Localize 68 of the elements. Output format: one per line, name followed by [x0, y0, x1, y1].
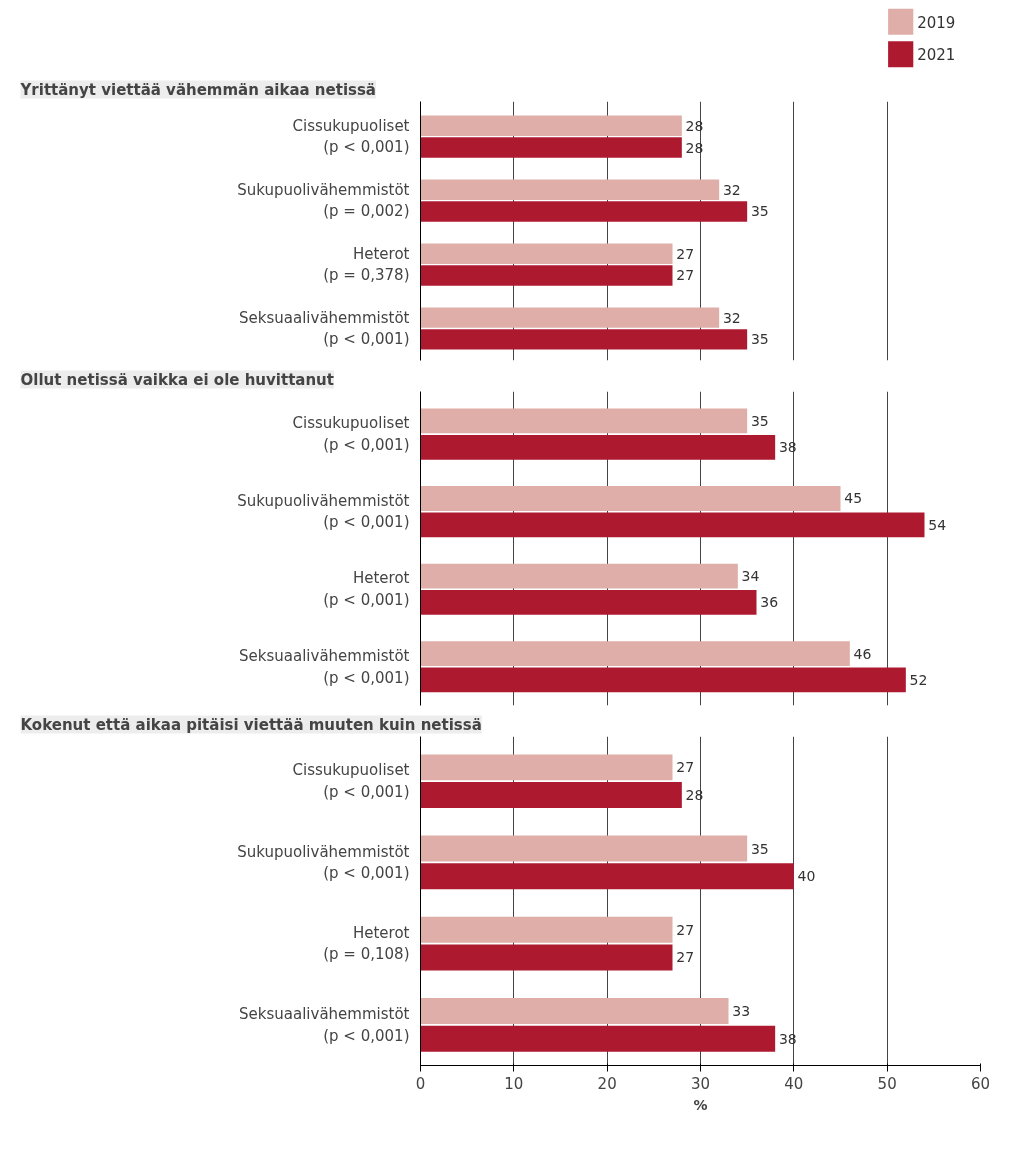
data-label: 52 [909, 671, 928, 688]
bar [420, 667, 906, 693]
bar [420, 115, 682, 137]
data-label: 35 [750, 203, 769, 220]
y-tick-label: Sukupuolivähemmistöt (p < 0,001) [237, 842, 410, 883]
bar [420, 754, 673, 781]
bar [420, 434, 776, 460]
data-label: 35 [750, 412, 769, 429]
data-label: 32 [722, 309, 741, 326]
bar [420, 641, 850, 666]
legend-label: 2019 [917, 13, 956, 32]
text: Ollut netissä vaikka ei ole huvittanut [20, 370, 334, 389]
y-tick-label: Seksuaalivähemmistöt (p < 0,001) [239, 308, 410, 349]
data-label: 34 [741, 568, 760, 585]
data-label: 35 [750, 331, 769, 348]
data-label: 27 [676, 949, 695, 966]
x-tick-label: 50 [877, 1074, 897, 1093]
data-label: 36 [760, 594, 779, 611]
bar [420, 835, 748, 862]
data-label: 35 [750, 840, 769, 857]
data-label: 33 [732, 1003, 751, 1020]
bar [420, 782, 682, 808]
bar [420, 179, 720, 200]
bar [420, 512, 925, 538]
y-tick-label: Seksuaalivähemmistöt (p < 0,001) [239, 1005, 410, 1045]
x-tick-label: 40 [784, 1074, 804, 1093]
bar [420, 863, 794, 890]
bar [420, 307, 720, 328]
bar [420, 916, 673, 943]
bar [420, 998, 729, 1025]
bar [420, 563, 738, 589]
y-tick-label: Cissukupuoliset (p < 0,001) [292, 116, 410, 157]
bar [420, 329, 748, 350]
y-tick-label: Sukupuolivähemmistöt (p < 0,001) [237, 491, 410, 532]
data-label: 27 [676, 245, 695, 262]
y-tick-label: Seksuaalivähemmistöt (p < 0,001) [239, 646, 410, 687]
y-tick-label: Heterot (p = 0,378) [323, 244, 410, 285]
bar [420, 265, 673, 286]
x-tick-label: 20 [597, 1074, 617, 1093]
bar [420, 201, 748, 222]
data-label: 46 [853, 645, 872, 662]
bar [420, 243, 673, 264]
x-tick-label: 0 [415, 1074, 426, 1093]
bar [420, 137, 682, 158]
data-label: 32 [722, 181, 741, 198]
text: Kokenut että aikaa pitäisi viettää muuten kuin netissä [20, 715, 482, 734]
bar [420, 1025, 776, 1052]
data-label: 40 [797, 868, 816, 885]
y-tick-label: Cissukupuoliset (p < 0,001) [292, 761, 410, 801]
y-tick-label: Cissukupuoliset (p < 0,001) [292, 414, 410, 454]
data-label: 27 [676, 921, 695, 938]
x-tick-label: 60 [970, 1074, 991, 1093]
bar [420, 944, 673, 971]
x-tick-label: 30 [690, 1074, 711, 1093]
data-label: 45 [844, 490, 863, 507]
y-tick-label: Heterot (p = 0,108) [323, 923, 410, 964]
legend-label: 2021 [917, 46, 956, 65]
x-tick-label: 10 [504, 1074, 524, 1093]
data-label: 27 [676, 267, 695, 284]
bar [420, 408, 748, 434]
x-axis-title: % [693, 1096, 708, 1113]
y-tick-label: Sukupuolivähemmistöt (p = 0,002) [237, 180, 410, 221]
data-label: 27 [676, 759, 695, 776]
bar [420, 589, 757, 615]
y-tick-label: Heterot (p < 0,001) [323, 569, 410, 609]
bar [420, 486, 841, 511]
data-label: 54 [928, 516, 947, 533]
text: Yrittänyt viettää vähemmän aikaa netissä [19, 80, 376, 99]
